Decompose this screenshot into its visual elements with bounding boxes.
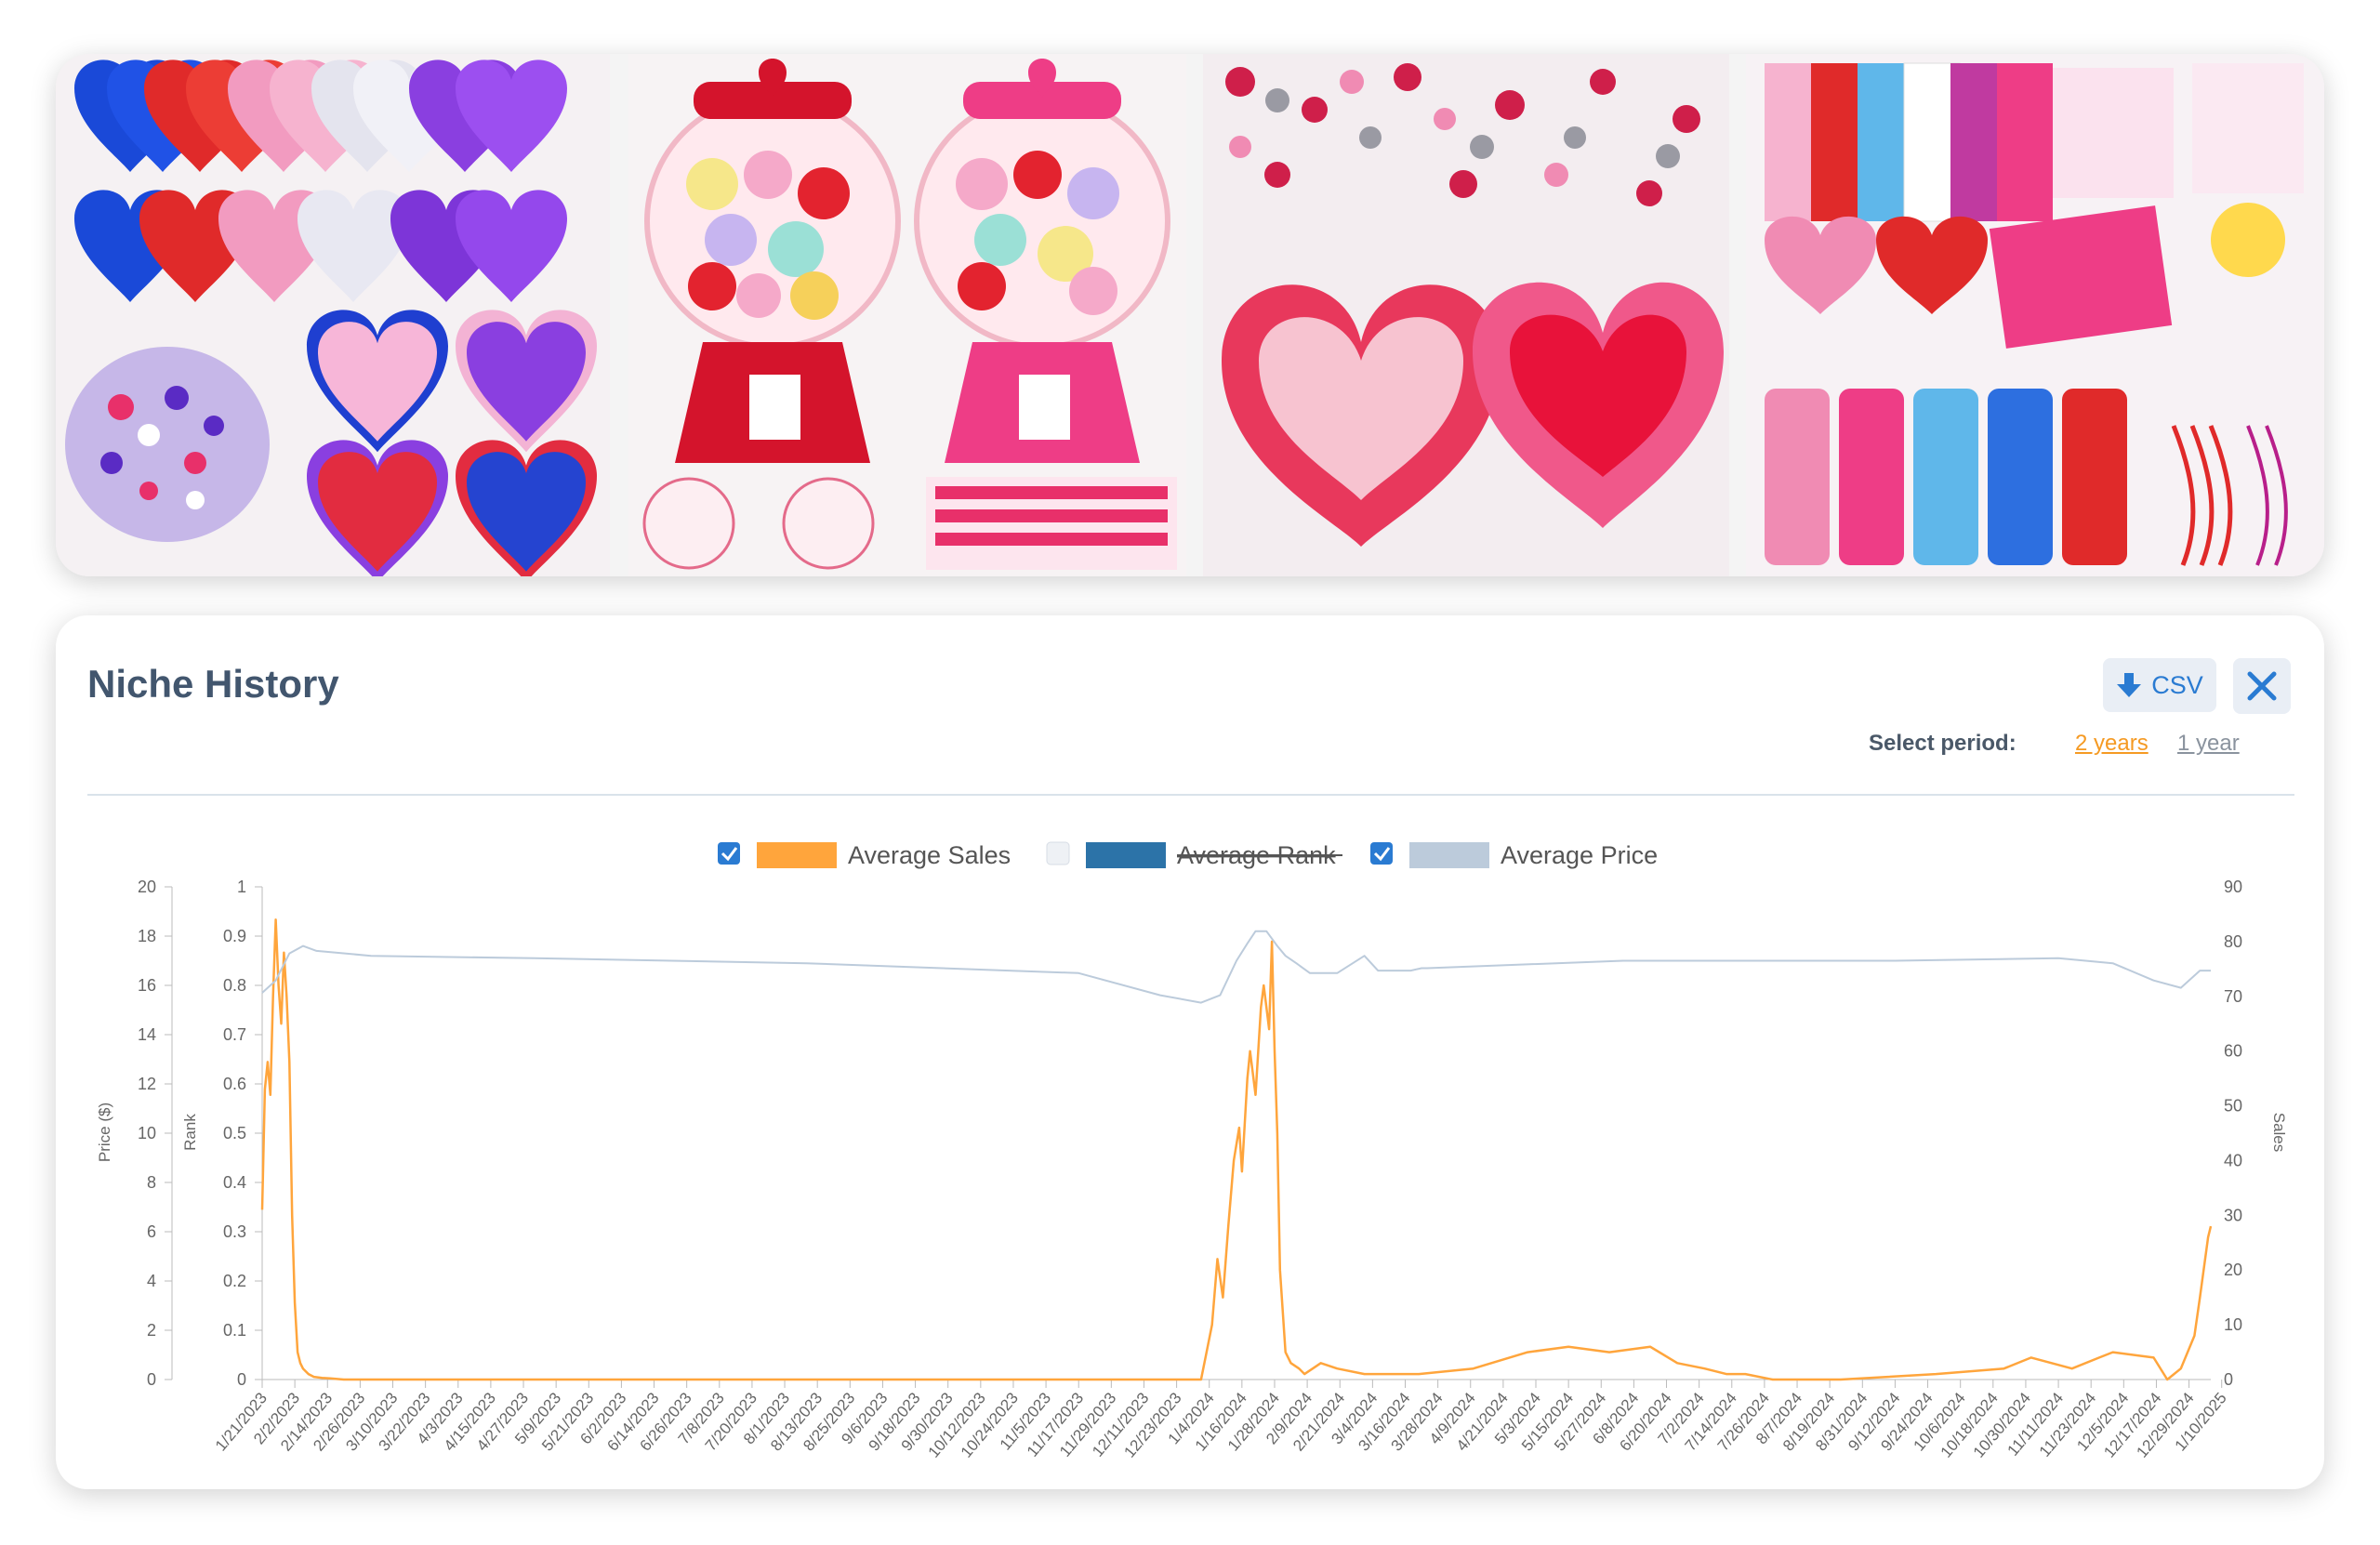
select-period-label: Select period: <box>1869 731 2016 756</box>
rank-tick-label: 1 <box>237 878 246 896</box>
sales-tick-label: 0 <box>2224 1370 2233 1389</box>
sales-tick-label: 60 <box>2224 1042 2242 1061</box>
price-axis-title: Price ($) <box>96 1103 113 1162</box>
product-image-1[interactable] <box>56 54 610 576</box>
check-icon <box>1373 847 1391 862</box>
sales-tick-label: 40 <box>2224 1151 2242 1169</box>
legend-checkbox-rank[interactable] <box>1046 841 1070 865</box>
period-option-1-year[interactable]: 1 year <box>2177 731 2240 756</box>
sales-axis-ticks: 0 10 20 30 40 50 60 70 80 90 <box>2224 878 2242 1389</box>
download-arrow-icon <box>2117 673 2142 697</box>
rank-tick-label: 0.2 <box>223 1272 246 1290</box>
close-x-icon <box>2247 671 2277 701</box>
legend-item-average-rank[interactable]: Average Rank <box>1046 841 1342 869</box>
price-tick-label: 12 <box>138 1075 156 1093</box>
price-tick-label: 18 <box>138 927 156 945</box>
price-tick-label: 16 <box>138 976 156 995</box>
product-image-strip <box>56 54 2324 576</box>
rank-tick-label: 0 <box>237 1370 246 1389</box>
sales-axis-title: Sales <box>2270 1113 2288 1153</box>
rank-tick-label: 0.7 <box>223 1025 246 1044</box>
sales-tick-label: 10 <box>2224 1315 2242 1334</box>
rank-tick-label: 0.6 <box>223 1075 246 1093</box>
price-tick-label: 2 <box>147 1321 156 1340</box>
price-axis-ticks: 0 2 4 6 8 10 12 14 16 18 20 <box>138 878 172 1389</box>
legend-swatch-sales <box>757 842 837 868</box>
sales-tick-label: 80 <box>2224 932 2242 951</box>
rank-axis-title: Rank <box>181 1114 199 1151</box>
legend-swatch-rank <box>1086 842 1166 868</box>
price-tick-label: 4 <box>147 1272 156 1290</box>
rank-tick-label: 0.3 <box>223 1222 246 1241</box>
legend-checkbox-sales[interactable] <box>718 842 740 865</box>
price-tick-label: 10 <box>138 1124 156 1142</box>
sales-tick-label: 90 <box>2224 878 2242 896</box>
legend-checkbox-price[interactable] <box>1370 842 1393 865</box>
legend-item-average-sales[interactable]: Average Sales <box>718 841 1011 869</box>
csv-label: CSV <box>2151 670 2203 699</box>
price-tick-label: 0 <box>147 1370 156 1389</box>
check-icon <box>721 847 738 862</box>
price-tick-label: 6 <box>147 1222 156 1241</box>
rank-tick-label: 0.5 <box>223 1124 246 1142</box>
sales-tick-label: 30 <box>2224 1206 2242 1224</box>
niche-history-chart: Average Sales Average Rank Average Price… <box>96 841 2288 1461</box>
product-image-4[interactable] <box>1746 54 2324 576</box>
legend-label-price: Average Price <box>1501 841 1658 869</box>
rank-tick-label: 0.4 <box>223 1173 246 1192</box>
rank-tick-label: 0.9 <box>223 927 246 945</box>
sales-tick-label: 20 <box>2224 1261 2242 1279</box>
price-tick-label: 20 <box>138 878 156 896</box>
product-image-3[interactable] <box>1203 54 1729 576</box>
rank-axis-ticks: 0 0.1 0.2 0.3 0.4 0.5 0.6 0.7 0.8 0.9 1 <box>223 878 262 1389</box>
average-sales-line <box>260 918 2213 1381</box>
product-image-2[interactable] <box>628 54 1186 576</box>
sales-tick-label: 70 <box>2224 987 2242 1006</box>
legend-swatch-price <box>1409 842 1489 868</box>
series-layer <box>260 918 2213 1381</box>
x-axis-ticks: 1/21/20232/2/20232/14/20232/26/20233/10/… <box>212 1380 2230 1461</box>
panel-title: Niche History <box>87 662 339 706</box>
niche-history-panel: Niche History CSV Select period: 2 years… <box>56 615 2324 1489</box>
rank-tick-label: 0.1 <box>223 1321 246 1340</box>
sales-tick-label: 50 <box>2224 1097 2242 1116</box>
legend-item-average-price[interactable]: Average Price <box>1370 841 1658 869</box>
average-price-line <box>261 930 2211 1004</box>
rank-tick-label: 0.8 <box>223 976 246 995</box>
chart-legend: Average Sales Average Rank Average Price <box>718 841 1658 869</box>
price-tick-label: 14 <box>138 1025 156 1044</box>
header-divider <box>87 794 2294 796</box>
legend-label-sales: Average Sales <box>848 841 1011 869</box>
period-option-2-years[interactable]: 2 years <box>2075 731 2149 756</box>
csv-download-button[interactable]: CSV <box>2103 658 2216 712</box>
price-tick-label: 8 <box>147 1173 156 1192</box>
close-button[interactable] <box>2233 658 2291 714</box>
